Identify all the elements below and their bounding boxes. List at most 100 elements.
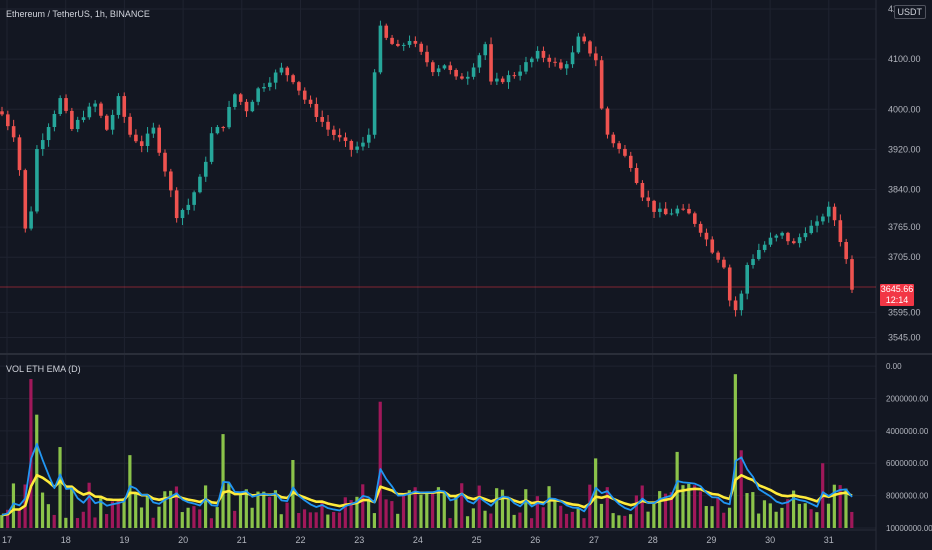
volume-bar <box>151 517 155 528</box>
volume-bar <box>559 505 563 528</box>
candle-body <box>704 232 709 240</box>
volume-bar <box>58 447 62 528</box>
candle-body <box>174 190 179 219</box>
volume-bar <box>407 490 411 528</box>
volume-bar <box>215 507 219 528</box>
volume-bar <box>564 513 569 528</box>
candle-body <box>349 140 354 150</box>
candle-body <box>116 96 121 115</box>
volume-bar <box>797 503 802 528</box>
volume-bar <box>244 489 248 528</box>
candle-body <box>716 252 720 260</box>
candle-body <box>0 111 4 115</box>
candle-body <box>396 43 400 46</box>
volume-bar <box>209 518 213 528</box>
volume-bar <box>599 503 604 528</box>
volume-bar <box>547 486 551 528</box>
candle-body <box>832 206 837 221</box>
candle-body <box>268 82 272 87</box>
volume-bar <box>110 501 115 528</box>
volume-bar <box>221 434 225 528</box>
candle-body <box>262 86 266 89</box>
time-axis-label: 24 <box>413 535 423 545</box>
volume-bar <box>35 414 39 528</box>
volume-bar <box>838 485 842 528</box>
candle-body <box>332 129 336 135</box>
candle-body <box>506 75 511 83</box>
volume-bar <box>471 508 475 528</box>
time-axis-label: 22 <box>295 535 305 545</box>
volume-bar <box>29 379 33 528</box>
volume-bar <box>506 499 510 528</box>
candle-body <box>93 103 97 107</box>
volume-bar <box>605 487 609 528</box>
volume-bar <box>268 497 272 528</box>
volume-bar <box>844 488 848 528</box>
volume-scale-label: 10000000.00 <box>886 524 932 533</box>
volume-bar <box>87 482 91 528</box>
candle-body <box>291 75 295 83</box>
candle-body <box>774 235 779 238</box>
time-axis-label: 23 <box>354 535 364 545</box>
volume-bar <box>361 484 365 528</box>
volume-bar <box>681 485 685 528</box>
candle-body <box>541 50 546 58</box>
volume-bar <box>157 506 161 528</box>
candle-body <box>151 127 156 134</box>
volume-bar <box>570 511 574 528</box>
volume-scale-label: 2000000.00 <box>886 394 929 403</box>
candle-body <box>157 127 161 153</box>
volume-scale[interactable]: 10000000.00 8000000.00 6000000.00 4000000.0… <box>886 362 932 533</box>
volume-bar <box>495 488 499 528</box>
candle-body <box>652 200 656 212</box>
volume-bar <box>64 517 68 528</box>
time-axis-label: 26 <box>530 535 540 545</box>
volume-bar <box>302 509 307 528</box>
currency-button[interactable]: USDT <box>893 5 926 19</box>
volume-bar <box>192 506 196 528</box>
candle-body <box>122 96 127 117</box>
candle-body <box>570 52 575 65</box>
candle-body <box>611 134 616 144</box>
volume-bar <box>594 458 598 528</box>
bar-countdown: 12:14 <box>885 295 909 305</box>
candle-body <box>256 88 260 102</box>
candle-body <box>465 76 470 79</box>
volume-bar <box>320 500 324 528</box>
candle-body <box>838 220 843 242</box>
candle-body <box>797 237 802 244</box>
candle-body <box>40 140 45 149</box>
candle-body <box>209 133 214 162</box>
volume-indicator-title[interactable]: VOL ETH EMA (D) <box>6 364 81 374</box>
candle-body <box>448 65 453 70</box>
volume-bar <box>70 487 74 528</box>
volume-bar <box>436 487 441 528</box>
candle-body <box>803 233 808 238</box>
candle-body <box>163 152 167 172</box>
volume-bar <box>6 509 10 528</box>
volume-bar <box>372 513 377 528</box>
candle-body <box>780 232 784 236</box>
candle-body <box>46 127 51 141</box>
candle-body <box>658 208 662 212</box>
symbol-title[interactable]: Ethereum / TetherUS, 1h, BINANCE <box>6 9 150 19</box>
volume-bar <box>640 485 644 528</box>
price-scale-label: 3595.00 <box>888 307 921 317</box>
time-axis[interactable]: 17 18 19 20 21 22 23 24 25 26 27 28 29 30 31 <box>2 535 834 545</box>
volume-bar <box>815 512 819 528</box>
volume-bar <box>722 512 726 528</box>
candle-body <box>35 148 39 212</box>
volume-bar <box>145 494 149 528</box>
candle-body <box>401 44 406 46</box>
candle-body <box>244 101 249 112</box>
volume-bar <box>716 498 720 528</box>
candle-body <box>81 117 86 120</box>
candle-body <box>302 90 307 100</box>
volume-scale-label: 6000000.00 <box>886 459 929 468</box>
volume-bar <box>75 518 80 528</box>
volume-bar <box>762 500 767 528</box>
candle-body <box>698 223 703 233</box>
volume-bar <box>628 514 633 528</box>
